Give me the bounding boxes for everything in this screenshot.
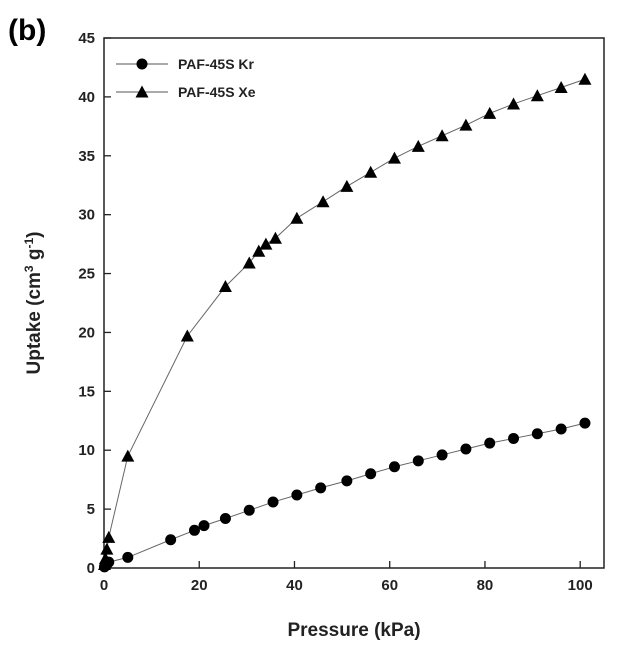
x-tick-label: 40 bbox=[286, 577, 303, 594]
data-point-kr bbox=[165, 534, 177, 546]
y-tick-label: 35 bbox=[78, 148, 95, 165]
legend-marker-kr bbox=[136, 58, 148, 70]
data-point-xe bbox=[530, 89, 544, 102]
data-point-xe bbox=[578, 72, 592, 85]
y-tick-label: 10 bbox=[78, 442, 95, 459]
x-tick-label: 80 bbox=[477, 577, 494, 594]
data-point-xe bbox=[259, 237, 273, 250]
data-point-xe bbox=[411, 139, 425, 152]
series-line-xe bbox=[103, 78, 586, 565]
x-tick-label: 20 bbox=[191, 577, 208, 594]
series-line-kr bbox=[104, 422, 586, 568]
y-tick-label: 45 bbox=[78, 30, 95, 47]
data-point-kr bbox=[315, 482, 327, 494]
data-point-xe bbox=[290, 211, 304, 224]
y-tick-label: 30 bbox=[78, 207, 95, 224]
data-point-xe bbox=[252, 244, 266, 257]
data-point-kr bbox=[341, 475, 353, 487]
x-axis-label: Pressure (kPa) bbox=[287, 620, 420, 641]
y-axis-label: Uptake (cm3 g-1) bbox=[22, 232, 45, 375]
data-point-xe bbox=[218, 280, 232, 293]
x-tick-label: 60 bbox=[381, 577, 398, 594]
x-tick-label: 0 bbox=[100, 577, 108, 594]
y-tick-label: 5 bbox=[87, 501, 95, 518]
data-point-kr bbox=[188, 524, 200, 536]
y-tick-label: 15 bbox=[78, 383, 95, 400]
data-point-kr bbox=[219, 513, 231, 525]
data-point-kr bbox=[198, 520, 210, 532]
data-point-xe bbox=[268, 231, 282, 244]
data-point-xe bbox=[98, 552, 112, 565]
data-point-kr bbox=[460, 443, 472, 455]
data-point-kr bbox=[555, 423, 567, 435]
data-point-kr bbox=[484, 437, 496, 449]
data-point-xe bbox=[364, 165, 378, 178]
data-point-kr bbox=[267, 496, 279, 508]
y-tick-label: 20 bbox=[78, 324, 95, 341]
panel-label: (b) bbox=[8, 14, 46, 47]
data-point-xe bbox=[554, 80, 568, 93]
plot-frame bbox=[103, 37, 605, 569]
legend: PAF-45S Kr PAF-45S Xe bbox=[116, 56, 256, 100]
data-point-kr bbox=[122, 551, 134, 563]
data-point-kr bbox=[531, 428, 543, 440]
data-point-xe bbox=[102, 530, 116, 543]
data-point-kr bbox=[291, 489, 303, 501]
data-point-kr bbox=[412, 455, 424, 467]
data-point-kr bbox=[365, 468, 377, 480]
legend-marker-xe bbox=[135, 85, 149, 98]
data-point-xe bbox=[180, 329, 194, 342]
y-axis-ticks: 0 5 10 15 20 25 30 35 40 45 bbox=[78, 30, 111, 577]
data-point-xe bbox=[483, 106, 497, 119]
data-point-xe bbox=[316, 195, 330, 208]
data-point-xe bbox=[459, 118, 473, 131]
data-point-xe bbox=[507, 97, 521, 110]
data-point-xe bbox=[242, 256, 256, 269]
legend-label-xe: PAF-45S Xe bbox=[178, 84, 256, 100]
y-tick-label: 40 bbox=[78, 89, 95, 106]
data-point-kr bbox=[388, 461, 400, 473]
data-point-kr bbox=[436, 449, 448, 461]
series-layer bbox=[97, 72, 592, 573]
legend-label-kr: PAF-45S Kr bbox=[178, 56, 255, 72]
data-point-xe bbox=[121, 449, 135, 462]
x-tick-label: 100 bbox=[568, 577, 593, 594]
data-point-xe bbox=[387, 151, 401, 164]
y-tick-label: 25 bbox=[78, 266, 95, 283]
data-point-kr bbox=[508, 432, 520, 444]
data-point-kr bbox=[243, 504, 255, 516]
data-point-kr bbox=[579, 417, 591, 429]
x-axis-ticks: 0 20 40 60 80 100 bbox=[100, 561, 593, 594]
data-point-xe bbox=[100, 542, 114, 555]
y-tick-label: 0 bbox=[87, 560, 95, 577]
data-point-xe bbox=[435, 129, 449, 142]
data-point-xe bbox=[340, 179, 354, 192]
